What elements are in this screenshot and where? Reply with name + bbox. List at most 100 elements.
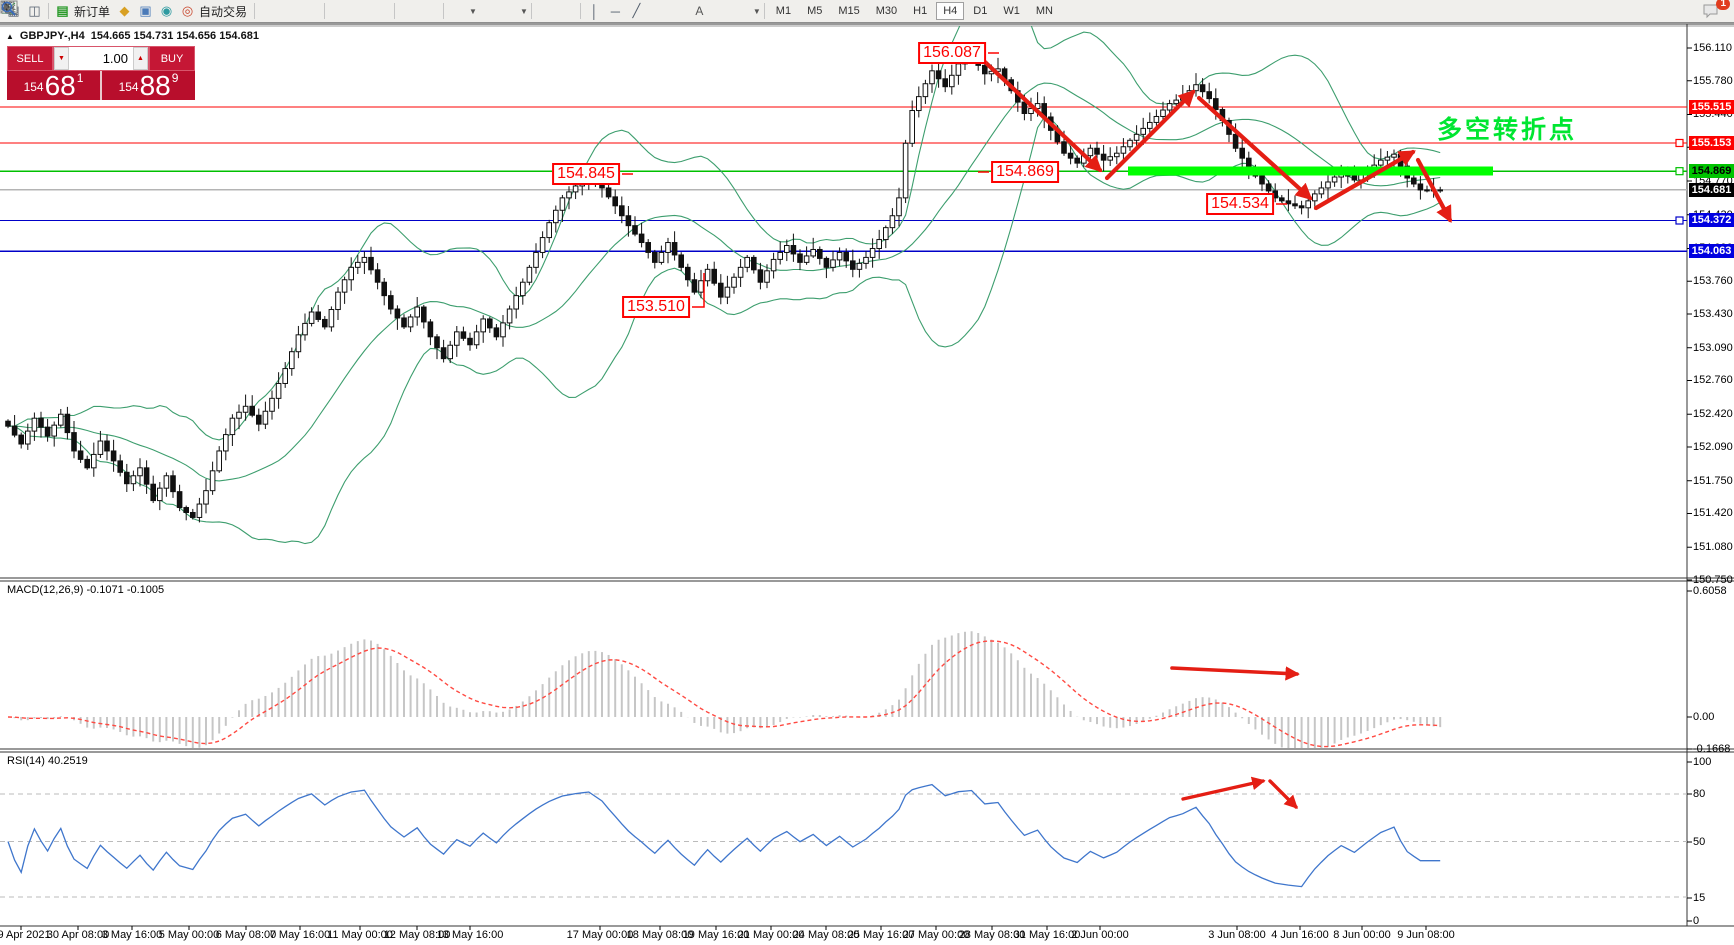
candle-body: [137, 467, 143, 477]
price-annotation-tag[interactable]: 153.510: [622, 296, 690, 318]
horizontal-line-icon[interactable]: ─: [610, 3, 620, 19]
candle-body: [777, 251, 784, 260]
toolbar-divider: [579, 3, 581, 19]
candle-body: [91, 453, 97, 469]
symbol-ohlc: 154.665 154.731 154.656 154.681: [90, 30, 259, 42]
sell-button[interactable]: SELL: [7, 46, 53, 71]
candle-body: [308, 311, 315, 324]
autotrade-label[interactable]: 自动交易: [199, 4, 248, 19]
candlesticks: [5, 50, 1444, 523]
trend-arrow[interactable]: [1104, 89, 1196, 181]
rsi-annotation-arrow[interactable]: [1268, 779, 1298, 809]
shapes-dropdown-caret[interactable]: ▼: [752, 6, 761, 16]
collapse-icon[interactable]: ▲: [6, 31, 14, 41]
bid-price[interactable]: 154 68 1: [7, 71, 100, 100]
candle-body: [691, 279, 698, 293]
metaeditor-icon[interactable]: ▣: [139, 3, 152, 18]
macd-annotation-arrow[interactable]: [1170, 666, 1300, 681]
candle-body: [685, 266, 691, 281]
price-axis-tick: 151.750: [1693, 474, 1733, 487]
line-drag-handle[interactable]: [1675, 167, 1684, 176]
candle-body: [1028, 108, 1034, 115]
support-highlight-band[interactable]: [1128, 166, 1493, 176]
candle-body: [856, 262, 863, 270]
line-drag-handle[interactable]: [1675, 216, 1684, 225]
symbol-header[interactable]: ▲ GBPJPY-,H4 154.665 154.731 154.656 154…: [6, 30, 259, 42]
candle-body: [1094, 147, 1100, 155]
candle-body: [863, 256, 869, 264]
candle-body: [77, 450, 84, 460]
new-order-icon[interactable]: ▤: [56, 3, 69, 18]
candle-body: [269, 397, 275, 412]
candle-body: [341, 279, 348, 293]
candle-body: [322, 318, 328, 328]
price-annotation-tag[interactable]: 154.534: [1206, 193, 1274, 215]
candle-body: [889, 215, 896, 229]
trend-arrow[interactable]: [1313, 149, 1416, 211]
candle-body: [302, 322, 308, 336]
data-window-icon[interactable]: ◫: [28, 3, 41, 18]
autotrade-icon[interactable]: ◎: [181, 3, 194, 18]
buy-button[interactable]: BUY: [149, 46, 195, 71]
timeframe-M15[interactable]: M15: [838, 5, 860, 17]
candle-body: [11, 425, 18, 436]
candle-body: [1127, 139, 1133, 148]
candle-body: [1331, 176, 1338, 183]
timeframe-H4[interactable]: H4: [936, 2, 965, 20]
timeframe-M5[interactable]: M5: [807, 5, 823, 17]
candle-body: [698, 280, 704, 293]
rsi-axis-tick: 50: [1693, 836, 1706, 848]
candle-body: [1305, 200, 1312, 209]
candle-body: [209, 470, 216, 492]
analyst-note-text[interactable]: 多空转折点: [1437, 116, 1578, 144]
trend-arrow[interactable]: [982, 59, 1103, 173]
timeframe-D1[interactable]: D1: [973, 5, 988, 17]
bid-prefix: 154: [23, 80, 44, 94]
search-icon[interactable]: [1, 1, 1702, 21]
price-annotation-tag[interactable]: 154.869: [991, 161, 1059, 183]
timeframe-M1[interactable]: M1: [775, 5, 792, 17]
template-dropdown-caret[interactable]: ▼: [519, 6, 528, 16]
volume-increase-button[interactable]: ▲: [133, 47, 148, 70]
line-drag-handle[interactable]: [1675, 138, 1684, 148]
text-icon[interactable]: A: [695, 4, 704, 18]
rsi-line: [7, 783, 1441, 888]
signals-icon[interactable]: ◉: [160, 3, 173, 18]
trend-arrow[interactable]: [1415, 157, 1453, 223]
candle-body: [1384, 156, 1391, 161]
timeframe-W1[interactable]: W1: [1003, 5, 1020, 17]
trend-arrow[interactable]: [1196, 95, 1313, 201]
candle-body: [394, 308, 401, 319]
candle-body: [638, 233, 645, 244]
vertical-line-icon[interactable]: │: [590, 3, 599, 19]
shapes-icon[interactable]: [4, 2, 752, 21]
candle-body: [117, 460, 124, 473]
candle-body: [25, 430, 31, 445]
volume-decrease-button[interactable]: ▼: [54, 47, 69, 70]
price-axis-tick: 152.090: [1693, 440, 1733, 453]
candle-body: [216, 450, 222, 472]
candle-body: [275, 382, 282, 399]
price-annotation-tag[interactable]: 154.845: [552, 163, 620, 185]
rsi-annotation-arrow[interactable]: [1181, 776, 1266, 801]
candle-body: [678, 254, 685, 268]
new-order-label[interactable]: 新订单: [74, 4, 111, 19]
candle-body: [31, 417, 38, 432]
trendline-icon[interactable]: ╱: [632, 3, 641, 18]
ask-prefix: 154: [118, 80, 139, 94]
notifications-chat[interactable]: 1: [1702, 0, 1730, 21]
timeframe-H1[interactable]: H1: [913, 5, 928, 17]
new-chart-dropdown-caret[interactable]: ▼: [469, 6, 477, 16]
time-axis-label: 24 May 08:00: [792, 929, 860, 941]
timeframe-MN[interactable]: MN: [1035, 5, 1053, 17]
price-annotation-tag[interactable]: 156.087: [918, 42, 986, 64]
candle-body: [183, 507, 189, 513]
candle-body: [784, 245, 790, 253]
candle-body: [513, 295, 520, 310]
deposit-gold-icon[interactable]: ◆: [119, 3, 130, 18]
timeframe-M30[interactable]: M30: [875, 5, 898, 17]
ask-price[interactable]: 154 88 9: [102, 71, 195, 100]
volume-input[interactable]: 1.00: [102, 51, 128, 66]
